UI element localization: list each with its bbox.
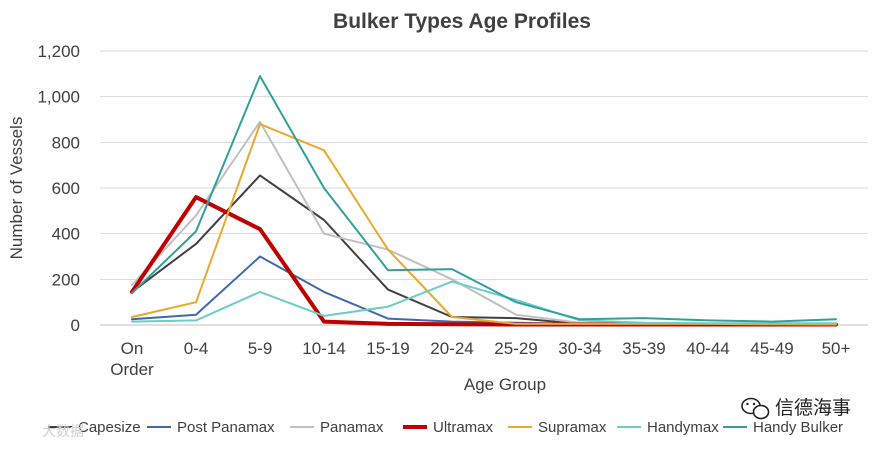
legend-label-supramax: Supramax — [538, 419, 607, 436]
x-tick-label: 25-29 — [494, 339, 537, 358]
x-tick-label: 30-34 — [558, 339, 601, 358]
legend-label-ultramax: Ultramax — [433, 419, 494, 436]
y-axis-ticks: 0 200 400 600 800 1,000 1,200 — [37, 42, 80, 335]
watermark: 大数据 信德海事 — [42, 397, 851, 439]
series-line-panamax — [131, 120, 837, 326]
x-tick-label: 35-39 — [622, 339, 665, 358]
chart-title: Bulker Types Age Profiles — [333, 10, 591, 33]
x-tick-label: 15-19 — [366, 339, 409, 358]
x-tick-label: 45-49 — [750, 339, 793, 358]
series-line-ultramax — [130, 195, 838, 327]
gridlines — [100, 50, 868, 326]
x-tick-label: 10-14 — [302, 339, 345, 358]
legend-label-panamax: Panamax — [320, 419, 384, 436]
y-tick-label: 400 — [52, 225, 80, 244]
x-tick-label: 5-9 — [248, 339, 273, 358]
legend: Capesize Post Panamax Panamax Ultramax Supra… — [48, 419, 843, 436]
x-tick-label: 0-4 — [184, 339, 209, 358]
series-line-handymax — [131, 280, 837, 325]
legend-label-post-panamax: Post Panamax — [177, 419, 275, 436]
x-axis-ticks: On Order 0-4 5-9 10-14 15-19 20-24 25-29 30-34 35… — [110, 339, 850, 379]
y-tick-label: 800 — [52, 133, 80, 152]
x-tick-label: 40-44 — [686, 339, 729, 358]
x-tick-label: On Order — [110, 339, 154, 379]
watermark-faint-text: 大数据 — [42, 423, 84, 439]
y-tick-label: 200 — [52, 270, 80, 289]
legend-label-capesize: Capesize — [78, 419, 141, 436]
series-lines — [130, 75, 838, 327]
x-axis-title: Age Group — [464, 375, 546, 394]
wechat-icon — [741, 397, 770, 420]
x-tick-label: 50+ — [822, 339, 851, 358]
y-tick-label: 1,200 — [37, 42, 80, 61]
legend-label-handymax: Handymax — [647, 419, 719, 436]
series-line-handy-bulker — [131, 75, 837, 323]
x-tick-label: 20-24 — [430, 339, 473, 358]
legend-label-handy-bulker: Handy Bulker — [753, 419, 843, 436]
y-axis-title: Number of Vessels — [7, 117, 26, 260]
y-tick-label: 0 — [71, 316, 80, 335]
y-tick-label: 1,000 — [37, 88, 80, 107]
watermark-brand: 信德海事 — [775, 397, 851, 419]
y-tick-label: 600 — [52, 179, 80, 198]
